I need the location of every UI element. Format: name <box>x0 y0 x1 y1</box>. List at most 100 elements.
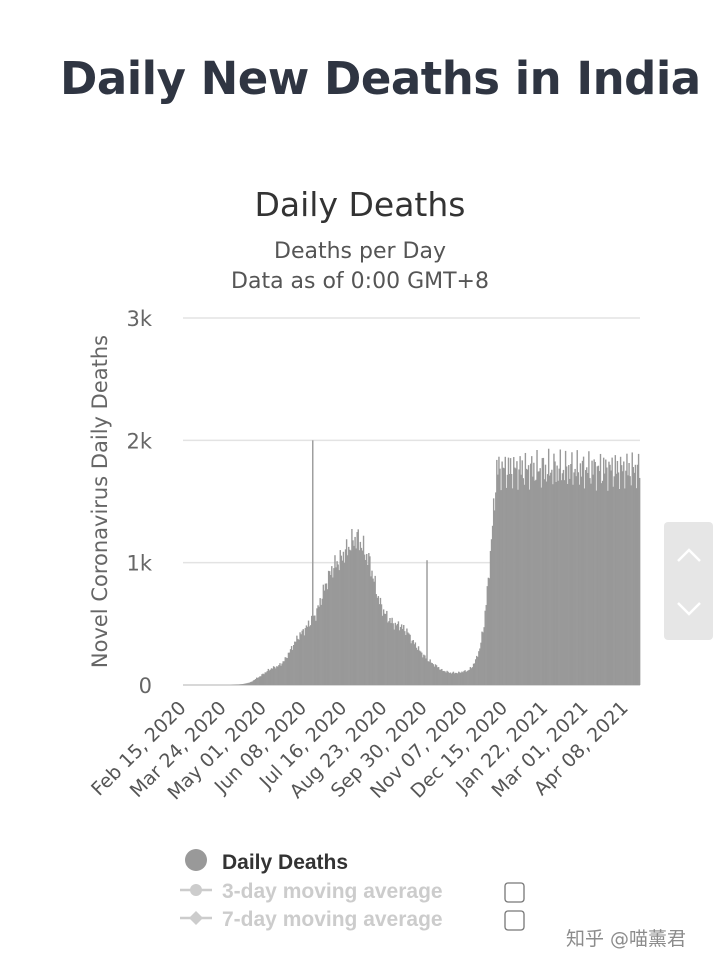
bar <box>247 682 249 685</box>
bar <box>364 559 367 685</box>
bar <box>372 578 374 685</box>
bar <box>279 663 281 685</box>
bar <box>537 471 539 685</box>
bar <box>471 667 474 685</box>
bar <box>240 684 242 685</box>
bar <box>611 457 613 685</box>
chevron-up-icon[interactable] <box>664 530 713 580</box>
bar <box>354 536 356 685</box>
bar <box>366 553 368 685</box>
y-tick-label: 1k <box>126 552 152 576</box>
bar <box>567 483 569 685</box>
bar <box>390 623 392 685</box>
legend-label[interactable]: 7-day moving average <box>222 908 443 931</box>
bar <box>490 539 493 685</box>
bar <box>246 683 248 685</box>
legend-label[interactable]: 3-day moving average <box>222 880 443 903</box>
bar <box>323 590 326 685</box>
bar <box>383 613 386 685</box>
bar <box>391 617 393 685</box>
bar <box>636 464 639 685</box>
bar <box>283 661 285 685</box>
bar <box>442 671 444 685</box>
legend-marker-daily-deaths <box>185 849 207 871</box>
bar <box>524 452 527 685</box>
bar <box>307 620 310 685</box>
bar <box>478 651 480 685</box>
bar <box>306 626 309 685</box>
bar <box>440 669 442 685</box>
bar <box>317 605 319 685</box>
bar <box>450 673 453 685</box>
bar <box>266 671 268 685</box>
bar <box>628 463 630 685</box>
bar <box>348 546 350 685</box>
bar <box>441 668 443 685</box>
bar <box>533 462 535 685</box>
bar <box>431 663 434 685</box>
bar <box>545 481 548 685</box>
chart-subtitle: Deaths per Day <box>274 239 446 264</box>
bar <box>340 555 343 685</box>
bar <box>342 551 345 685</box>
scroll-widget[interactable] <box>664 522 713 640</box>
bar <box>564 450 567 685</box>
y-tick-label: 2k <box>126 429 152 453</box>
chevron-down-icon[interactable] <box>664 584 713 634</box>
bar <box>316 608 318 685</box>
bar <box>602 457 605 685</box>
bar <box>584 470 587 685</box>
bar <box>587 472 589 685</box>
bar <box>624 488 626 685</box>
bar <box>547 448 550 685</box>
bar <box>427 661 429 685</box>
bar <box>295 641 297 685</box>
bar <box>294 641 296 685</box>
bar <box>498 456 500 685</box>
bar <box>463 670 465 685</box>
chart-title: Daily Deaths <box>255 185 466 224</box>
bar <box>392 623 394 685</box>
bar <box>497 474 499 685</box>
bar <box>265 672 267 685</box>
bar <box>305 625 308 685</box>
bar <box>394 622 396 685</box>
legend-label[interactable]: Daily Deaths <box>222 851 348 874</box>
bar <box>284 657 286 685</box>
bar <box>495 492 497 685</box>
bar <box>598 471 601 685</box>
bar <box>271 668 274 685</box>
bar <box>434 664 437 685</box>
bar <box>543 479 546 685</box>
bar <box>546 474 549 685</box>
bar <box>333 568 335 685</box>
bar <box>293 644 295 685</box>
bar <box>506 474 509 685</box>
bar <box>466 670 468 685</box>
bar <box>503 468 505 685</box>
bar <box>407 632 409 685</box>
legend-checkbox[interactable] <box>504 882 525 903</box>
bar <box>388 621 390 685</box>
bar <box>486 586 489 685</box>
bar <box>405 635 407 685</box>
bar <box>604 473 606 685</box>
bar <box>426 560 428 685</box>
bar <box>353 545 355 685</box>
bar <box>308 626 311 685</box>
legend-checkbox[interactable] <box>504 910 525 931</box>
bar <box>336 561 338 685</box>
bar <box>460 672 462 685</box>
bar <box>343 562 346 685</box>
bar <box>577 472 579 685</box>
bar <box>449 672 451 685</box>
bar <box>549 475 551 685</box>
bar <box>595 490 597 685</box>
bar <box>371 570 373 685</box>
bar <box>362 535 365 685</box>
bar <box>351 528 353 685</box>
bar <box>300 634 302 685</box>
bar <box>298 639 300 685</box>
bar <box>527 465 530 685</box>
